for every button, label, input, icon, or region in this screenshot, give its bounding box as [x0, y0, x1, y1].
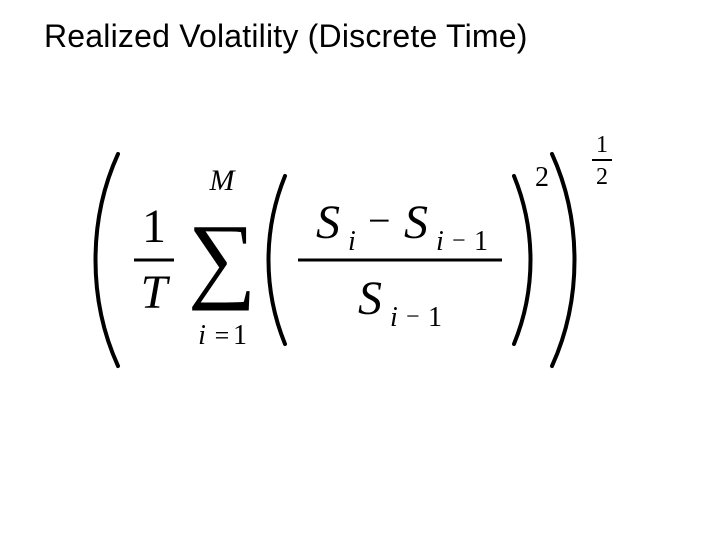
den-sub-one: 1: [428, 302, 442, 333]
den-sub-minus: −: [406, 304, 420, 330]
realized-volatility-formula: 1 2 1 T M ∑ i = 1 2 S i −: [80, 130, 640, 390]
num-S1: S: [316, 196, 340, 249]
sum-lower-i: i: [198, 320, 206, 351]
den-S: S: [358, 272, 382, 325]
summation-symbol: ∑: [188, 204, 256, 311]
inner-exponent: 2: [535, 162, 549, 193]
num-S2-sub-one: 1: [474, 226, 488, 257]
outer-left-paren: [96, 154, 119, 366]
sum-upper-limit: M: [209, 164, 237, 197]
formula-svg: 1 2 1 T M ∑ i = 1 2 S i −: [80, 130, 640, 390]
outer-exponent-numerator: 1: [596, 132, 608, 158]
page-title: Realized Volatility (Discrete Time): [44, 18, 528, 55]
sum-lower-one: 1: [233, 320, 247, 351]
num-minus: −: [368, 198, 391, 243]
inner-left-paren: [269, 176, 286, 344]
one-over-t-denominator: T: [141, 266, 171, 319]
num-S2-sub-i: i: [436, 226, 444, 257]
slide: Realized Volatility (Discrete Time) 1 2 …: [0, 0, 720, 540]
num-S1-sub-i: i: [348, 226, 356, 257]
inner-right-paren: [514, 176, 531, 344]
num-S2-sub-minus: −: [452, 228, 466, 254]
outer-right-paren: [552, 154, 575, 366]
den-sub-i: i: [390, 302, 398, 333]
one-over-t-numerator: 1: [142, 200, 166, 253]
sum-lower-eq: =: [215, 321, 230, 350]
outer-exponent-denominator: 2: [596, 164, 608, 190]
num-S2: S: [404, 196, 428, 249]
